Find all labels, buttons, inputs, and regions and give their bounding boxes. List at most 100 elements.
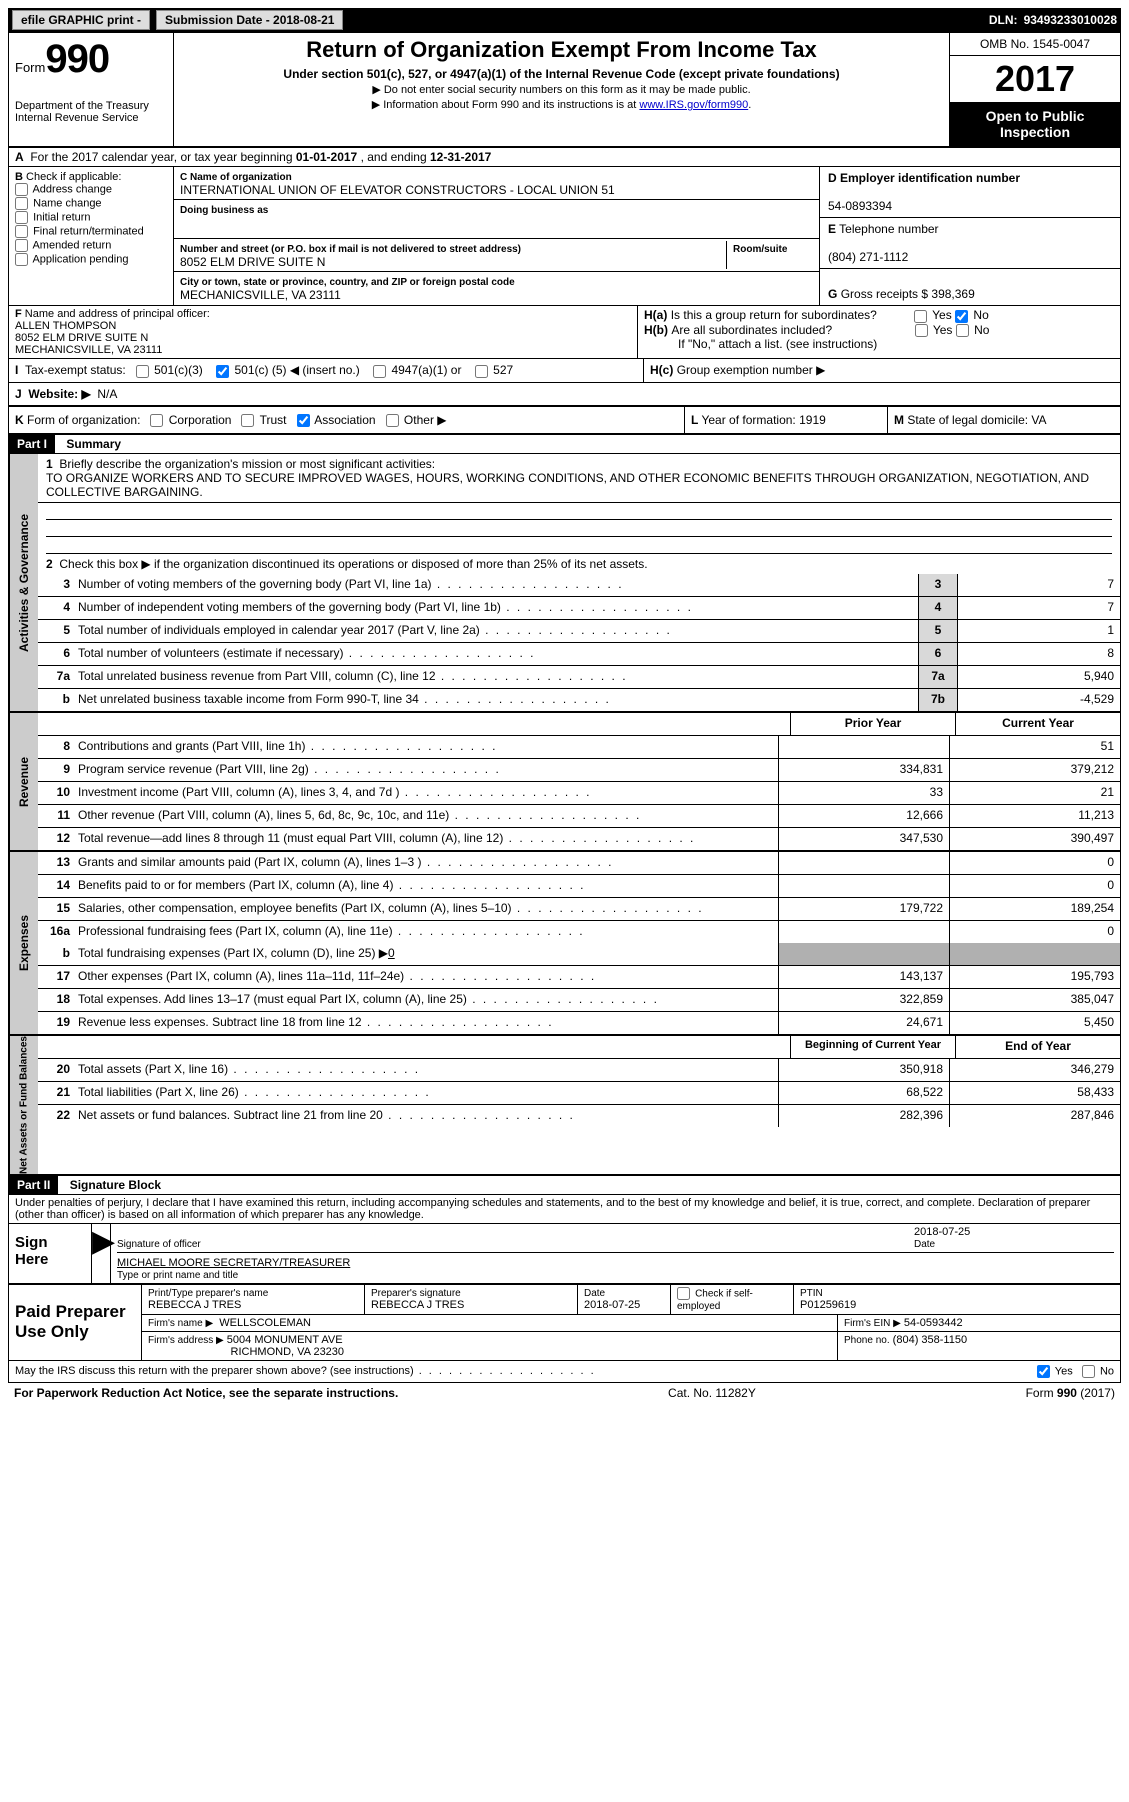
- penalties-text: Under penalties of perjury, I declare th…: [9, 1195, 1120, 1224]
- chk-501c3[interactable]: [136, 365, 149, 378]
- curr-value: 379,212: [949, 759, 1120, 781]
- preparer-sig: REBECCA J TRES: [371, 1299, 464, 1311]
- irs-discuss-yes[interactable]: [1037, 1365, 1050, 1378]
- line2-text: Check this box ▶ if the organization dis…: [59, 557, 647, 571]
- officer-sig-name: MICHAEL MOORE SECRETARY/TREASURER: [117, 1257, 350, 1269]
- line-ref: 3: [918, 574, 957, 596]
- form-note-ssn: ▶ Do not enter social security numbers o…: [184, 83, 939, 96]
- hb-no[interactable]: [956, 324, 969, 337]
- line-desc: Program service revenue (Part VIII, line…: [74, 759, 778, 781]
- line-desc: Total number of volunteers (estimate if …: [74, 643, 918, 665]
- paid-preparer-label: Paid Preparer Use Only: [9, 1285, 142, 1360]
- line-num: 14: [38, 875, 74, 897]
- chk-assoc[interactable]: [297, 414, 310, 427]
- irs-link[interactable]: www.IRS.gov/form990: [639, 99, 748, 111]
- part2-title: Signature Block: [62, 1178, 161, 1192]
- ptin-value: P01259619: [800, 1299, 856, 1311]
- line-num: 13: [38, 852, 74, 874]
- prior-value: 24,671: [778, 1012, 949, 1034]
- line-num: 11: [38, 805, 74, 827]
- chk-application-pending[interactable]: Application pending: [15, 253, 167, 266]
- line-desc: Total assets (Part X, line 16): [74, 1059, 778, 1081]
- line-desc: Total liabilities (Part X, line 26): [74, 1082, 778, 1104]
- chk-self-employed[interactable]: [677, 1287, 690, 1300]
- prior-value: 347,530: [778, 828, 949, 850]
- chk-501c[interactable]: [216, 365, 229, 378]
- prior-year-hdr: Prior Year: [790, 713, 955, 735]
- open-public-badge: Open to PublicInspection: [950, 102, 1120, 146]
- line-value: 1: [957, 620, 1120, 642]
- firm-phone: (804) 358-1150: [893, 1334, 967, 1346]
- chk-other[interactable]: [386, 414, 399, 427]
- line-desc: Total expenses. Add lines 13–17 (must eq…: [74, 989, 778, 1011]
- chk-amended-return[interactable]: Amended return: [15, 239, 167, 252]
- line-num: 20: [38, 1059, 74, 1081]
- line-num: 12: [38, 828, 74, 850]
- line-desc: Benefits paid to or for members (Part IX…: [74, 875, 778, 897]
- officer-addr1: 8052 ELM DRIVE SUITE N: [15, 332, 148, 344]
- curr-value: 0: [949, 852, 1120, 874]
- chk-corp[interactable]: [150, 414, 163, 427]
- chk-address-change[interactable]: Address change: [15, 183, 167, 196]
- curr-value: 5,450: [949, 1012, 1120, 1034]
- chk-4947[interactable]: [373, 365, 386, 378]
- curr-value: 58,433: [949, 1082, 1120, 1104]
- state-domicile: VA: [1031, 413, 1046, 427]
- prior-value: 143,137: [778, 966, 949, 988]
- curr-value: 346,279: [949, 1059, 1120, 1081]
- form-note-link: ▶ Information about Form 990 and its ins…: [184, 98, 939, 111]
- side-expenses: Expenses: [9, 852, 38, 1034]
- curr-value: 287,846: [949, 1105, 1120, 1127]
- part1-title: Summary: [58, 437, 121, 451]
- bracket-icon: ▶: [92, 1224, 111, 1283]
- dln-label: DLN:: [989, 13, 1018, 27]
- line-value: 7: [957, 574, 1120, 596]
- submission-date-button[interactable]: Submission Date - 2018-08-21: [156, 10, 343, 30]
- side-governance: Activities & Governance: [9, 454, 38, 711]
- line-value: 5,940: [957, 666, 1120, 688]
- side-revenue: Revenue: [9, 713, 38, 850]
- chk-trust[interactable]: [241, 414, 254, 427]
- top-toolbar: efile GRAPHIC print - Submission Date - …: [8, 8, 1121, 32]
- line-desc: Net unrelated business taxable income fr…: [74, 689, 918, 711]
- part2-header: Part II: [9, 1176, 58, 1194]
- chk-527[interactable]: [475, 365, 488, 378]
- line-value: 8: [957, 643, 1120, 665]
- ha-no[interactable]: [955, 310, 968, 323]
- curr-value: 0: [949, 875, 1120, 897]
- line-desc: Professional fundraising fees (Part IX, …: [74, 921, 778, 943]
- form-title: Return of Organization Exempt From Incom…: [184, 37, 939, 63]
- line-num: 10: [38, 782, 74, 804]
- line-num: 22: [38, 1105, 74, 1127]
- curr-value: 51: [949, 736, 1120, 758]
- line-desc: Number of voting members of the governin…: [74, 574, 918, 596]
- irs-discuss-no[interactable]: [1082, 1365, 1095, 1378]
- firm-name: WELLSCOLEMAN: [219, 1317, 311, 1329]
- line-desc: Grants and similar amounts paid (Part IX…: [74, 852, 778, 874]
- form-footer: Form 990 (2017): [1026, 1386, 1115, 1400]
- chk-name-change[interactable]: Name change: [15, 197, 167, 210]
- hb-yes[interactable]: [915, 324, 928, 337]
- line-ref: 4: [918, 597, 957, 619]
- room-label: Room/suite: [733, 244, 787, 255]
- street-value: 8052 ELM DRIVE SUITE N: [180, 255, 325, 269]
- form-number: Form990: [15, 37, 167, 82]
- dept-treasury: Department of the Treasury: [15, 100, 167, 112]
- prior-value: 12,666: [778, 805, 949, 827]
- line-desc: Salaries, other compensation, employee b…: [74, 898, 778, 920]
- dba-label: Doing business as: [180, 205, 268, 216]
- pra-notice: For Paperwork Reduction Act Notice, see …: [14, 1386, 398, 1400]
- chk-final-return[interactable]: Final return/terminated: [15, 225, 167, 238]
- efile-print-button[interactable]: efile GRAPHIC print -: [12, 10, 150, 30]
- line-desc: Total revenue—add lines 8 through 11 (mu…: [74, 828, 778, 850]
- line-num: 17: [38, 966, 74, 988]
- line-num: 5: [38, 620, 74, 642]
- preparer-date: 2018-07-25: [584, 1299, 640, 1311]
- h-ifno: If "No," attach a list. (see instruction…: [644, 337, 1114, 351]
- line-desc: Investment income (Part VIII, column (A)…: [74, 782, 778, 804]
- firm-addr1: 5004 MONUMENT AVE: [227, 1334, 343, 1346]
- curr-value: 189,254: [949, 898, 1120, 920]
- chk-initial-return[interactable]: Initial return: [15, 211, 167, 224]
- ha-yes[interactable]: [914, 310, 927, 323]
- curr-value: 21: [949, 782, 1120, 804]
